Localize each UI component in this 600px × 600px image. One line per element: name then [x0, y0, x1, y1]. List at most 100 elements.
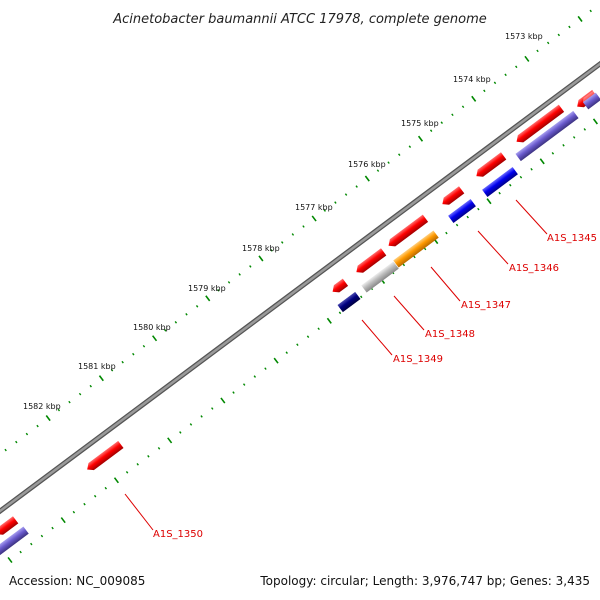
- outer-tick-mark: [185, 313, 188, 316]
- gene-label[interactable]: A1S_1350: [153, 529, 203, 540]
- gene-feature-orange[interactable]: [391, 226, 441, 268]
- inner-tick-mark: [104, 486, 108, 490]
- outer-tick-mark: [217, 289, 220, 292]
- outer-tick-mark: [195, 305, 199, 308]
- gene-feature-red[interactable]: [328, 274, 350, 295]
- tick-label: 1576 kbp: [348, 160, 386, 169]
- outer-tick-mark: [15, 440, 18, 444]
- gene-labels: A1S_1345 A1S_1346 A1S_1347 A1S_1348 A1S_…: [153, 233, 597, 540]
- genome-summary-text: Topology: circular; Length: 3,976,747 bp…: [259, 574, 590, 588]
- tick-label: 1581 kbp: [78, 362, 116, 371]
- inner-tick-mark: [220, 397, 226, 404]
- outer-tick-mark: [504, 73, 507, 77]
- outer-tick-mark: [205, 295, 211, 302]
- outer-tick-mark: [355, 185, 358, 188]
- inner-tick-mark: [583, 128, 587, 131]
- tick-label: 1575 kbp: [401, 119, 439, 128]
- outer-tick-mark: [302, 225, 305, 228]
- outer-tick-mark: [536, 49, 539, 53]
- tick-label: 1578 kbp: [242, 244, 280, 253]
- tick-label: 1573 kbp: [505, 32, 543, 41]
- gene-feature-gray[interactable]: [359, 257, 401, 293]
- gene-label[interactable]: A1S_1345: [547, 233, 597, 244]
- outer-tick-mark: [110, 368, 114, 372]
- inner-tick-mark: [530, 167, 533, 171]
- gene-feature-red[interactable]: [352, 244, 389, 276]
- inner-tick-mark: [136, 463, 139, 466]
- outer-tick-mark: [57, 408, 61, 412]
- tick-marks: [4, 9, 598, 564]
- leader-line-a1s-1348: [393, 295, 425, 331]
- gene-feature-slate[interactable]: [514, 106, 581, 162]
- feature-track: [0, 85, 600, 558]
- inner-tick-mark: [30, 542, 33, 546]
- outer-tick-mark: [387, 161, 390, 164]
- gene-feature-blue[interactable]: [480, 162, 520, 197]
- genome-backbone: [0, 60, 600, 515]
- inner-tick-mark: [360, 295, 363, 299]
- inner-tick-mark: [179, 431, 182, 434]
- inner-tick-mark: [147, 455, 150, 458]
- leader-line-a1s-1350: [124, 493, 154, 531]
- inner-tick-mark: [125, 470, 129, 474]
- gene-label[interactable]: A1S_1348: [425, 329, 475, 340]
- inner-tick-mark: [519, 175, 523, 179]
- gene-label[interactable]: A1S_1349: [393, 354, 443, 365]
- inner-tick-mark: [253, 375, 257, 378]
- inner-tick-mark: [273, 357, 279, 364]
- outer-tick-mark: [227, 281, 231, 284]
- map-title: Acinetobacter baumannii ATCC 17978, comp…: [112, 12, 487, 27]
- inner-tick-mark: [509, 183, 512, 187]
- outer-tick-mark: [25, 432, 29, 436]
- gene-feature-red[interactable]: [573, 85, 600, 111]
- inner-tick-mark: [83, 502, 86, 506]
- outer-tick-mark: [524, 55, 530, 62]
- outer-tick-mark: [515, 65, 518, 69]
- outer-tick-mark: [270, 249, 273, 252]
- inner-tick-mark: [592, 118, 598, 125]
- tick-label: 1577 kbp: [295, 203, 333, 212]
- gene-feature-slate[interactable]: [581, 88, 600, 110]
- gene-label[interactable]: A1S_1347: [461, 300, 511, 311]
- inner-tick-mark: [211, 407, 214, 410]
- inner-tick-mark: [232, 391, 235, 394]
- gene-feature-blue[interactable]: [446, 194, 478, 223]
- outer-tick-mark: [440, 121, 444, 125]
- outer-tick-mark: [364, 175, 370, 182]
- gene-feature-red[interactable]: [0, 512, 21, 538]
- outer-tick-mark: [493, 81, 497, 85]
- outer-tick-mark: [334, 201, 337, 204]
- leader-line-a1s-1346: [477, 230, 509, 265]
- tick-label: 1582 kbp: [23, 402, 61, 411]
- gene-feature-slate[interactable]: [0, 522, 31, 558]
- gene-feature-red[interactable]: [512, 100, 566, 145]
- gene-feature-red[interactable]: [472, 148, 509, 180]
- gene-feature-navy[interactable]: [336, 287, 363, 313]
- inner-tick-mark: [157, 447, 161, 450]
- outer-tick-mark: [557, 33, 561, 37]
- inner-tick-mark: [466, 215, 469, 219]
- gene-feature-red[interactable]: [384, 210, 430, 249]
- outer-tick-mark: [429, 129, 433, 133]
- outer-tick-mark: [471, 95, 477, 102]
- gene-label[interactable]: A1S_1346: [509, 263, 559, 274]
- inner-tick-mark: [539, 158, 545, 165]
- inner-tick-mark: [413, 255, 416, 259]
- inner-tick-mark: [306, 335, 310, 339]
- gene-feature-red[interactable]: [83, 436, 126, 474]
- inner-tick-mark: [562, 144, 565, 147]
- inner-tick-mark: [113, 477, 120, 484]
- leader-line-a1s-1345: [515, 199, 548, 235]
- inner-tick-mark: [296, 343, 299, 346]
- gene-feature-red[interactable]: [438, 182, 467, 208]
- inner-tick-mark: [60, 517, 66, 524]
- inner-tick-mark: [200, 415, 203, 418]
- outer-tick-mark: [483, 89, 486, 93]
- outer-tick-mark: [344, 193, 348, 196]
- inner-tick-mark: [445, 231, 448, 235]
- tick-label: 1579 kbp: [188, 284, 226, 293]
- outer-tick-mark: [238, 273, 241, 276]
- outer-tick-mark: [258, 255, 264, 262]
- inner-tick-mark: [189, 423, 193, 426]
